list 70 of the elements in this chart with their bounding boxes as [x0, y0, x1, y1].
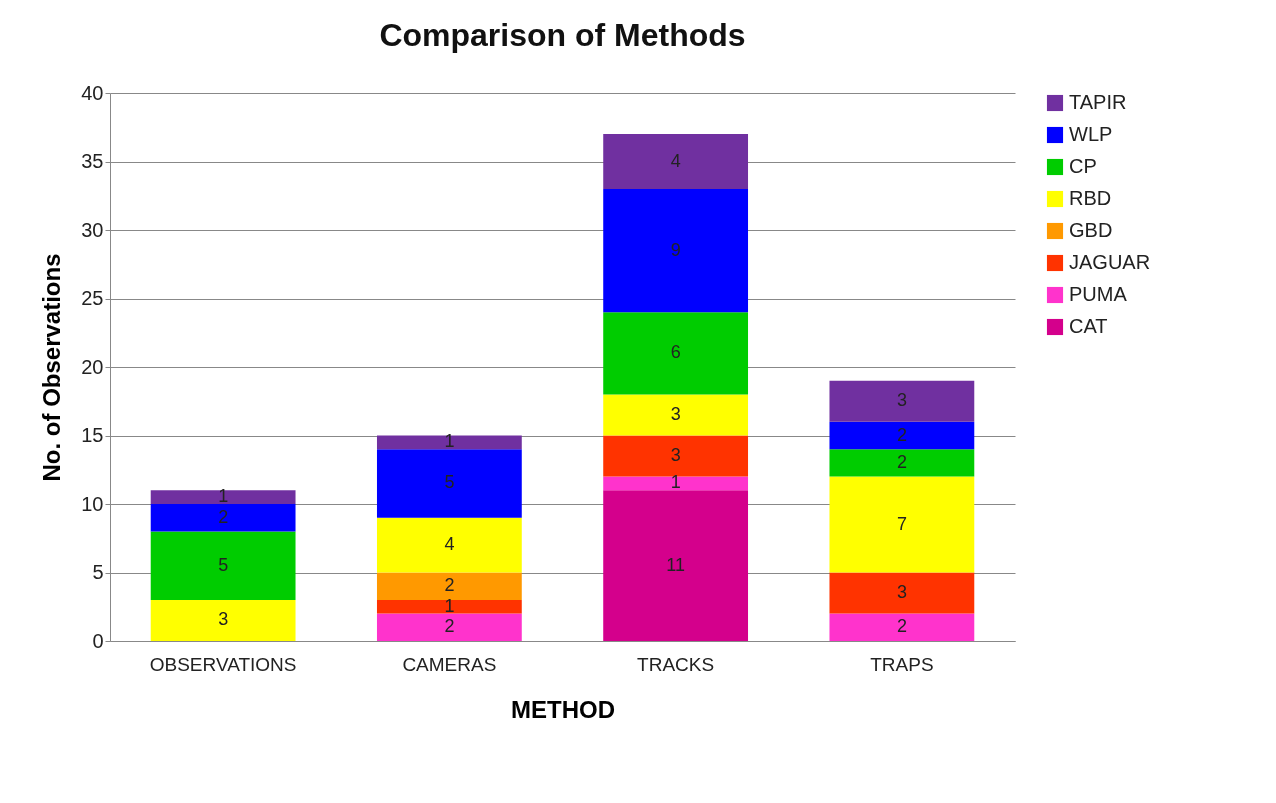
- y-axis-title: No. of Observations: [38, 253, 66, 482]
- x-tick-label: CAMERAS: [402, 653, 497, 675]
- data-label: 2: [896, 616, 907, 637]
- data-label: 2: [218, 506, 229, 527]
- data-label: 2: [444, 575, 455, 596]
- y-tick-label: 30: [81, 218, 104, 241]
- bar: [829, 572, 975, 614]
- data-label: 4: [444, 534, 455, 555]
- data-label: 3: [218, 609, 229, 630]
- bar: [603, 188, 749, 313]
- data-label: 3: [896, 390, 907, 411]
- legend-label: GBD: [1069, 219, 1113, 241]
- y-tick-label: 10: [81, 492, 104, 515]
- bar: [603, 394, 749, 436]
- x-tick-label: TRAPS: [870, 653, 934, 675]
- y-tick-label: 35: [81, 150, 104, 172]
- data-label: 6: [670, 342, 681, 363]
- data-label: 2: [896, 451, 907, 472]
- y-tick-label: 20: [81, 355, 104, 378]
- bar: [603, 490, 749, 641]
- x-tick-label: TRACKS: [637, 653, 715, 675]
- bar: [829, 476, 975, 573]
- y-tick-label: 40: [81, 81, 104, 104]
- bar: [150, 531, 296, 600]
- y-tick-label: 0: [92, 629, 104, 652]
- bar: [376, 449, 522, 518]
- bar: [150, 504, 296, 532]
- bar: [376, 572, 522, 600]
- y-tick-label: 15: [81, 424, 104, 446]
- data-label: 9: [670, 239, 681, 260]
- bar: [603, 134, 749, 189]
- data-label: 1: [670, 472, 681, 493]
- bar: [376, 517, 522, 573]
- bar: [150, 599, 296, 641]
- y-tick-label: 25: [81, 287, 104, 309]
- legend-label: WLP: [1069, 123, 1113, 145]
- data-label: 11: [666, 554, 685, 575]
- bar: [603, 476, 749, 491]
- data-label: 1: [444, 595, 455, 616]
- bar: [603, 435, 749, 477]
- data-label: 3: [896, 582, 907, 603]
- bar: [603, 312, 749, 395]
- data-label: 2: [896, 424, 907, 445]
- data-label: 4: [670, 150, 681, 171]
- legend-label: PUMA: [1069, 283, 1128, 305]
- data-label: 7: [896, 513, 907, 534]
- legend-label: CAT: [1069, 315, 1108, 337]
- data-label: 3: [670, 445, 681, 466]
- bar: [150, 490, 296, 504]
- data-label: 1: [218, 486, 229, 507]
- chart-title: Comparison of Methods: [379, 17, 746, 53]
- bar: [829, 380, 975, 422]
- data-label: 5: [444, 472, 455, 493]
- legend-label: JAGUAR: [1069, 251, 1151, 273]
- data-label: 3: [670, 403, 681, 424]
- legend-label: CP: [1069, 155, 1097, 177]
- bar: [376, 599, 522, 614]
- bar: [829, 449, 975, 477]
- bar: [829, 613, 975, 641]
- legend-label: TAPIR: [1069, 91, 1127, 113]
- data-label: 2: [444, 616, 455, 637]
- x-axis-title: METHOD: [511, 695, 615, 723]
- data-label: 1: [444, 431, 455, 452]
- bar: [829, 421, 975, 450]
- bar: [376, 613, 522, 641]
- legend-label: RBD: [1069, 187, 1112, 209]
- x-tick-label: OBSERVATIONS: [149, 653, 297, 675]
- data-label: 5: [218, 554, 229, 575]
- bar: [376, 435, 522, 450]
- y-tick-label: 5: [92, 561, 104, 583]
